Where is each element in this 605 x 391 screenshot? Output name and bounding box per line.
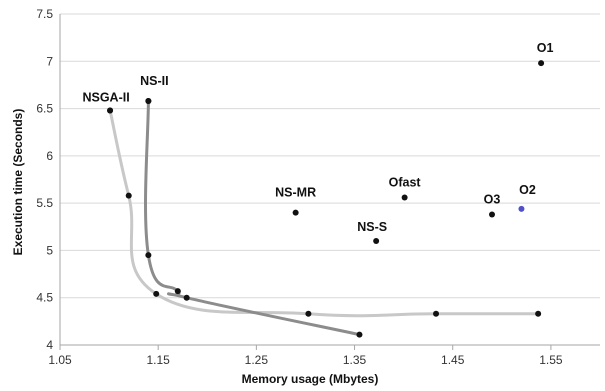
point-label-ns-s: NS-S — [357, 220, 387, 234]
y-tick-label: 5.5 — [36, 196, 53, 210]
data-point — [153, 290, 160, 297]
data-point — [489, 211, 495, 218]
data-point — [125, 192, 132, 199]
y-tick-label: 6.5 — [36, 102, 53, 116]
y-tick-label: 6 — [46, 149, 53, 163]
series-line-2 — [144, 99, 361, 337]
y-tick-label: 7.5 — [36, 7, 53, 21]
x-tick-label: 1.25 — [245, 353, 269, 367]
x-tick-label: 1.35 — [343, 353, 367, 367]
x-tick-label: 1.05 — [48, 353, 72, 367]
gridlines — [60, 13, 600, 299]
y-tick-label: 5 — [46, 243, 53, 257]
data-point — [292, 209, 299, 216]
point-label-o1: O1 — [537, 41, 554, 55]
data-point — [535, 310, 542, 317]
data-point — [401, 194, 408, 201]
data-point — [373, 237, 380, 244]
data-points — [107, 60, 545, 338]
x-tick-label: 1.55 — [539, 353, 563, 367]
data-point — [433, 310, 440, 317]
x-axis-title: Memory usage (Mbytes) — [242, 372, 379, 386]
axes — [59, 14, 600, 350]
series-line-1 — [108, 109, 540, 318]
x-tick-label: 1.15 — [147, 353, 171, 367]
point-label-ns-ii: NS-II — [140, 74, 168, 88]
point-label-ns-mr: NS-MR — [275, 186, 316, 200]
y-tick-label: 7 — [46, 54, 53, 68]
point-labels: NSGA-II NS-II NS-MR NS-S Ofast O3 O2 O1 — [82, 41, 553, 234]
data-point — [518, 205, 525, 212]
data-point — [145, 252, 152, 259]
data-point — [107, 107, 114, 114]
point-label-o2: O2 — [519, 183, 536, 197]
data-point — [305, 310, 312, 317]
x-tick-label: 1.45 — [441, 353, 465, 367]
data-point — [538, 60, 545, 67]
point-label-nsga-ii: NSGA-II — [82, 90, 129, 104]
data-point — [183, 294, 190, 301]
data-point — [174, 288, 181, 295]
y-axis-title: Execution time (Seconds) — [11, 109, 25, 256]
tick-labels: 4 4.5 5 5.5 6 6.5 7 7.5 1.05 1.15 1.25 1.35 1.45 1.55 — [36, 7, 563, 367]
y-tick-label: 4.5 — [36, 291, 53, 305]
point-label-ofast: Ofast — [389, 175, 422, 189]
series-lines — [108, 99, 540, 337]
data-point — [145, 98, 152, 105]
y-tick-label: 4 — [46, 338, 53, 352]
point-label-o3: O3 — [484, 192, 501, 206]
data-point — [356, 331, 363, 338]
